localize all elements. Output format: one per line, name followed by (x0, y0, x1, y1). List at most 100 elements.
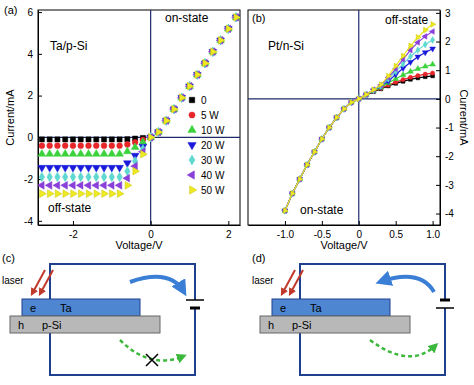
annotation: on-state (300, 203, 344, 217)
data-point (133, 167, 140, 175)
series-line (285, 40, 433, 211)
y-tick-label: 2 (27, 90, 33, 101)
data-point (172, 105, 179, 113)
x-axis: -1.0-0.500.51.0 (249, 221, 441, 240)
y-axis-line (38, 11, 39, 226)
data-point (47, 172, 52, 181)
y-tick: -1 (436, 122, 454, 133)
y-tick-label: -2 (24, 174, 33, 185)
data-point (84, 181, 91, 189)
x-axis: -202 (39, 221, 241, 240)
y-tick-label: 0 (445, 94, 451, 105)
data-point (401, 53, 406, 59)
data-point (156, 128, 163, 136)
bottom-material: p-Si (42, 319, 62, 331)
y-tick: 6 (27, 7, 42, 18)
data-point (94, 137, 99, 142)
y-tick-mark (436, 42, 440, 43)
x-tick-mark (396, 221, 397, 225)
x-tick-label: -1.0 (277, 229, 295, 240)
laser-arrow (290, 270, 303, 294)
series-line (285, 24, 433, 210)
y-tick: 2 (436, 36, 451, 47)
data-point (39, 137, 44, 142)
data-point (234, 13, 240, 21)
data-point (108, 165, 116, 172)
data-point (39, 172, 44, 181)
y-tick: 4 (27, 49, 42, 60)
y-tick: -3 (436, 180, 454, 191)
x-tick-mark (73, 221, 74, 225)
data-point (116, 150, 124, 157)
data-point (54, 165, 62, 172)
data-point (53, 181, 60, 189)
data-point (400, 72, 406, 77)
y-tick-mark (436, 128, 440, 129)
top-carrier: e (280, 302, 286, 314)
data-point (86, 172, 91, 181)
data-point (47, 190, 54, 198)
data-point (107, 181, 114, 189)
panel-label: (d) (252, 252, 265, 264)
x-tick-label: 1.0 (426, 229, 440, 240)
legend-label: 0 (201, 95, 207, 106)
series-line (285, 76, 433, 211)
data-point (218, 36, 225, 44)
y-tick: 0 (436, 94, 451, 105)
data-point (357, 96, 362, 102)
annotation: on-state (165, 11, 209, 25)
annotation: (a) (4, 4, 17, 16)
data-point (61, 150, 69, 157)
data-point (47, 137, 52, 142)
data-point (78, 190, 85, 198)
current-arrow (130, 277, 184, 292)
data-point (62, 172, 67, 181)
y-tick: 1 (436, 65, 451, 76)
data-point (70, 137, 75, 142)
legend-label: 50 W (201, 185, 225, 196)
x-tick-label: 0.5 (389, 229, 403, 240)
data-point (125, 181, 132, 189)
legend-entry: 5 W (189, 110, 219, 121)
data-point (124, 142, 130, 148)
battery-gap (435, 300, 455, 308)
annotation: (b) (252, 12, 265, 24)
y-tick: -4 (436, 208, 454, 219)
data-point (54, 150, 62, 157)
data-point (394, 80, 398, 84)
legend-symbol (189, 97, 194, 102)
data-point (100, 150, 108, 157)
zero-line-horizontal (248, 98, 440, 99)
y-axis-line (440, 11, 441, 226)
data-point (61, 165, 69, 172)
legend-label: 10 W (201, 125, 225, 136)
device-diagram: eTahp-Si(d)laser (252, 252, 455, 375)
data-point (416, 47, 420, 54)
data-point (117, 143, 123, 149)
plot-frame (248, 10, 440, 225)
top-layer (22, 299, 140, 316)
data-point (431, 21, 436, 27)
data-point (211, 48, 218, 56)
data-point (408, 53, 412, 60)
data-point (101, 137, 106, 142)
data-point (102, 190, 109, 198)
top-material: Ta (60, 302, 73, 314)
data-point (76, 181, 83, 189)
laser-arrow (40, 270, 53, 294)
y-tick-label: 2 (445, 36, 451, 47)
data-point (100, 165, 108, 172)
legend-label: 20 W (201, 140, 225, 151)
data-point (416, 74, 420, 78)
data-point (78, 137, 83, 142)
data-point (408, 61, 414, 66)
x-tick: 0.5 (389, 221, 403, 240)
x-tick-label: 2 (226, 229, 232, 240)
x-tick: 0 (356, 221, 362, 240)
data-point (70, 143, 76, 149)
x-axis-line (249, 225, 441, 226)
data-point (298, 176, 303, 182)
x-tick: 2 (226, 221, 232, 240)
data-point (431, 37, 435, 44)
bottom-layer (10, 316, 160, 333)
